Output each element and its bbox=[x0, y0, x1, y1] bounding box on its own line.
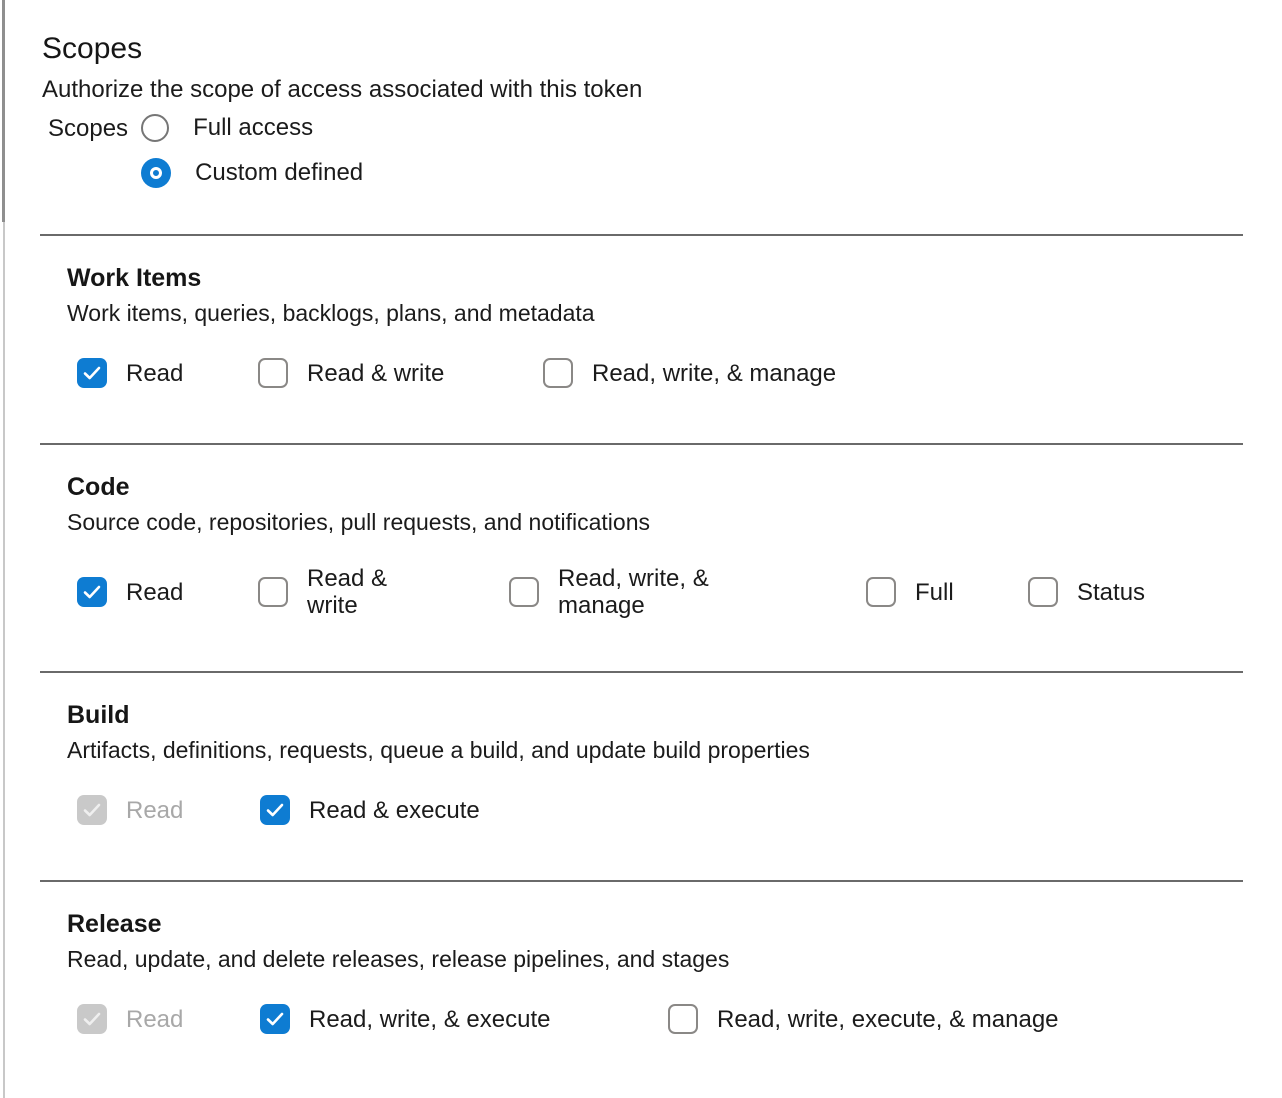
section-description: Artifacts, definitions, requests, queue … bbox=[67, 737, 810, 763]
section-checkbox-row: Read Read & write Read, write, & manage Ful… bbox=[67, 565, 1243, 619]
checkbox-item-release-read-write-execute-manage: Read, write, execute, & manage bbox=[668, 1004, 1059, 1034]
radio-label: Custom defined bbox=[195, 159, 364, 186]
section-title: Release bbox=[67, 910, 162, 938]
checkbox-label: Status bbox=[1077, 578, 1146, 606]
section-build: Build Artifacts, definitions, requests, q… bbox=[40, 671, 1243, 825]
checkbox-work-items-read-write-manage[interactable] bbox=[543, 358, 573, 388]
checkbox-item-release-read: Read bbox=[77, 1004, 260, 1034]
section-checkbox-row: Read Read & execute bbox=[67, 795, 1243, 825]
checkbox-label: Read, write, execute, & manage bbox=[717, 1005, 1059, 1033]
checkbox-release-read bbox=[77, 1004, 107, 1034]
section-checkbox-row: Read Read, write, & execute Read, write, e… bbox=[67, 1004, 1243, 1034]
checkbox-label: Read bbox=[126, 359, 184, 387]
checkbox-label: Read & write bbox=[307, 565, 388, 619]
radio-label: Full access bbox=[193, 114, 314, 141]
scopes-header: Scopes Authorize the scope of access ass… bbox=[0, 0, 1282, 188]
checkbox-work-items-read-write[interactable] bbox=[258, 358, 288, 388]
checkbox-release-read-write-execute[interactable] bbox=[260, 1004, 290, 1034]
radio-selected-dot bbox=[150, 167, 163, 179]
checkbox-label: Read, write, & manage bbox=[558, 565, 709, 619]
checkbox-build-read bbox=[77, 795, 107, 825]
checkbox-item-build-read-execute: Read & execute bbox=[260, 795, 480, 825]
checkbox-item-code-read-write: Read & write bbox=[258, 565, 509, 619]
checkbox-work-items-read[interactable] bbox=[77, 358, 107, 388]
check-icon bbox=[83, 585, 101, 599]
checkbox-label: Full bbox=[915, 578, 954, 606]
checkbox-label: Read & write bbox=[307, 359, 445, 387]
checkbox-build-read-execute[interactable] bbox=[260, 795, 290, 825]
checkbox-label: Read & execute bbox=[309, 796, 480, 824]
checkbox-code-status[interactable] bbox=[1028, 577, 1058, 607]
page-title: Scopes bbox=[42, 32, 143, 65]
section-work-items: Work Items Work items, queries, backlogs,… bbox=[40, 234, 1243, 388]
section-description: Work items, queries, backlogs, plans, an… bbox=[67, 300, 595, 326]
checkbox-code-read[interactable] bbox=[77, 577, 107, 607]
checkbox-release-read-write-execute-manage[interactable] bbox=[668, 1004, 698, 1034]
checkbox-label: Read bbox=[126, 1005, 184, 1033]
section-release: Release Read, update, and delete releases… bbox=[40, 880, 1243, 1034]
section-code: Code Source code, repositories, pull requ… bbox=[40, 443, 1243, 619]
checkbox-item-release-read-write-execute: Read, write, & execute bbox=[260, 1004, 668, 1034]
checkbox-item-code-read-write-manage: Read, write, & manage bbox=[509, 565, 866, 619]
checkbox-code-read-write[interactable] bbox=[258, 577, 288, 607]
checkbox-label: Read, write, & execute bbox=[309, 1005, 551, 1033]
page-subtitle: Authorize the scope of access associated… bbox=[42, 76, 643, 103]
radio-full-access[interactable] bbox=[141, 114, 170, 142]
section-title: Build bbox=[67, 701, 130, 729]
check-icon bbox=[266, 1012, 284, 1026]
section-description: Read, update, and delete releases, relea… bbox=[67, 946, 730, 972]
section-checkbox-row: Read Read & write Read, write, & manage bbox=[67, 358, 1243, 388]
checkbox-item-work-items-read-write-manage: Read, write, & manage bbox=[543, 358, 836, 388]
check-icon bbox=[266, 803, 284, 817]
checkbox-code-read-write-manage[interactable] bbox=[509, 577, 539, 607]
radio-row-full-access: Full access bbox=[141, 114, 363, 142]
checkbox-item-code-read: Read bbox=[77, 577, 258, 607]
scopes-radio-group: Full access Custom defined bbox=[141, 114, 363, 188]
section-title: Code bbox=[67, 473, 130, 501]
scopes-field-label: Scopes bbox=[48, 115, 129, 142]
checkbox-code-full[interactable] bbox=[866, 577, 896, 607]
checkbox-item-work-items-read: Read bbox=[77, 358, 258, 388]
checkbox-item-code-status: Status bbox=[1028, 577, 1145, 607]
check-icon bbox=[83, 1012, 101, 1026]
section-description: Source code, repositories, pull requests… bbox=[67, 509, 650, 535]
check-icon bbox=[83, 366, 101, 380]
section-title: Work Items bbox=[67, 264, 202, 292]
checkbox-item-code-full: Full bbox=[866, 577, 1028, 607]
radio-row-custom-defined: Custom defined bbox=[141, 158, 363, 188]
checkbox-label: Read bbox=[126, 578, 184, 606]
checkbox-label: Read bbox=[126, 796, 184, 824]
radio-custom-defined[interactable] bbox=[141, 158, 172, 188]
scrollbar-thumb[interactable] bbox=[2, 0, 5, 222]
checkbox-item-build-read: Read bbox=[77, 795, 260, 825]
scopes-field: Scopes Full access Custom defined bbox=[42, 114, 1282, 188]
scope-sections: Work Items Work items, queries, backlogs,… bbox=[40, 234, 1243, 1034]
checkbox-label: Read, write, & manage bbox=[592, 359, 837, 387]
checkbox-item-work-items-read-write: Read & write bbox=[258, 358, 543, 388]
panel-left-border bbox=[3, 0, 5, 1098]
check-icon bbox=[83, 803, 101, 817]
